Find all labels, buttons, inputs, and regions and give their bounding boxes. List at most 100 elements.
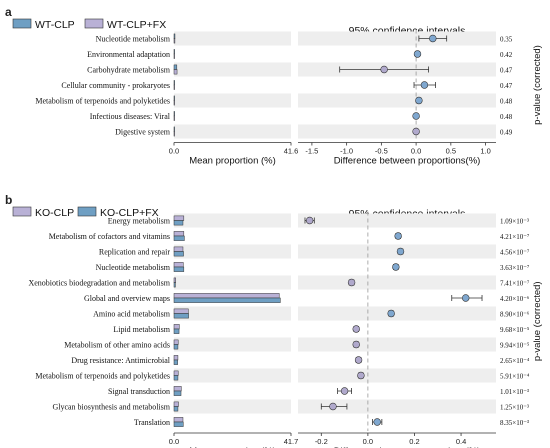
panel-a-bar-wt [173, 95, 175, 101]
panel-a-bar-fx [173, 84, 175, 90]
panel-b-category-label: Energy metabolism [108, 217, 171, 226]
panel-a-bar-fx [173, 131, 175, 137]
panel-a-legend-swatch-1 [84, 18, 104, 29]
panel-b-bar-kofx [173, 235, 185, 241]
panel-b-category-label: Metabolism of other amino acids [64, 341, 170, 350]
panel-a-band-left [174, 62, 291, 77]
panel-b-band-right [298, 213, 496, 228]
panel-a-ci-tick-label: -0.5 [375, 147, 388, 156]
panel-b-band-right [298, 368, 496, 383]
panel-a-bar-tick-label: 41.6 [284, 147, 299, 156]
panel-a-ci-tick-label: -1.0 [340, 147, 353, 156]
panel-b-ci-tick-label: 0.0 [363, 437, 373, 446]
panel-a-pvalue: 0.47 [500, 67, 513, 75]
panel-b-pvalue: 4.56×10⁻⁷ [500, 249, 530, 257]
panel-b-category-label: Replication and repair [99, 248, 170, 257]
panel-a-bar-wt [173, 126, 175, 132]
panel-b-bar-ko [173, 386, 182, 392]
panel-a-ci-point [429, 34, 437, 43]
panel-b-ci-point [357, 371, 365, 380]
panel-a-band-right [298, 124, 496, 139]
panel-b-legend: KO-CLP KO-CLP+FX [12, 206, 159, 219]
panel-b-category-label: Metabolism of terpenoids and polyketides [35, 372, 170, 381]
panel-a-category-label: Cellular community - prokaryotes [61, 81, 170, 90]
panel-a-bar-fx [173, 38, 176, 44]
panel-a-ci-point [413, 50, 422, 58]
panel-b-bar-tick-label: 41.7 [284, 437, 299, 446]
panel-a-band-left [174, 31, 291, 46]
panel-b-pvalue: 2.65×10⁻⁴ [500, 357, 530, 365]
panel-b-ci-tick-label: 0.2 [409, 437, 419, 446]
panel-b-ci-tick-label: -0.2 [315, 437, 328, 446]
panel-a-pvalue: 0.35 [500, 36, 513, 44]
panel-a-band-right [298, 93, 496, 108]
panel-b-legend-swatch-0 [12, 206, 32, 217]
panel-a-pvalue: 0.48 [500, 98, 513, 106]
panel-b-band-right [298, 399, 496, 414]
panel-b-bar-kofx [173, 406, 179, 412]
panel-a-bar-wt [173, 111, 175, 117]
panel-b-ci-point [329, 402, 337, 411]
panel-a-bar-wt [173, 49, 175, 55]
panel-a-category-label: Infectious diseases: Viral [90, 112, 171, 121]
panel-b-bar-ko [173, 355, 179, 361]
panel-b-ci-point [352, 325, 360, 333]
panel-b-pvalue: 8.35×10⁻³ [500, 419, 529, 427]
panel-a-ci-tick-label: 0.0 [411, 147, 421, 156]
panel-b-bar-ko [173, 339, 179, 345]
panel-b-band-left [174, 399, 291, 414]
panel-b-bar-ko [173, 308, 189, 314]
panel-b-pvalue: 7.41×10⁻⁷ [500, 280, 530, 288]
panel-b-ci-point [387, 309, 395, 318]
panel-b-band-left [174, 275, 291, 290]
panel-a-legend-swatch-0 [12, 18, 32, 29]
panel-b-band-left [174, 244, 291, 259]
panel-a-pvalue: 0.42 [500, 51, 513, 59]
panel-a-ci-tick-label: -1.5 [305, 147, 318, 156]
panel-a-bar-wt [173, 64, 178, 70]
panel-b-ci-point [340, 387, 349, 395]
panel-a-category-label: Nucleotide metabolism [96, 35, 171, 44]
panel-a-category-label: Environmental adaptation [87, 50, 170, 59]
panel-b-ci-point [392, 263, 400, 271]
panel-b-band-right [298, 275, 496, 290]
panel-b-bar-ko [173, 277, 176, 283]
panel-b-pvalue: 9.68×10⁻⁵ [500, 326, 530, 334]
panel-a-ci-point [412, 112, 420, 120]
panel-a-band-right [298, 31, 496, 46]
panel-a-pvalue-axis-label: p-value (corrected) [532, 45, 543, 125]
panel-a-pvalue: 0.49 [500, 129, 513, 137]
panel-a-legend-label-1: WT-CLP+FX [107, 19, 166, 31]
panel-b-ci-point [354, 356, 363, 364]
panel-b-bar-ko [173, 215, 185, 221]
panel-a-legend-label-0: WT-CLP [35, 19, 75, 31]
panel-b-pvalue: 5.91×10⁻⁴ [500, 373, 530, 381]
panel-b-category-label: Translation [134, 418, 170, 427]
panel-b-category-label: Glycan biosynthesis and metabolism [52, 403, 170, 412]
panel-a-ci-point [415, 96, 423, 105]
panel-b-bar-kofx [173, 297, 281, 303]
panel-b-pvalue: 3.63×10⁻⁷ [500, 264, 530, 272]
panel-b-band-left [174, 213, 291, 228]
panel-b-ci-point [394, 232, 402, 240]
panel-b-band-right [298, 306, 496, 321]
panel-letter-a: a [5, 5, 12, 19]
panel-b-bar-xlabel: Mean proportion (%) [189, 446, 276, 448]
panel-b-category-label: Global and overview maps [84, 294, 170, 303]
panel-b-bar-tick-label: 0.0 [169, 437, 179, 446]
panel-b-ci-xlabel: Difference between proportions(%) [334, 446, 481, 448]
panel-a-band-left [174, 93, 291, 108]
panel-b-legend-label-0: KO-CLP [35, 207, 74, 219]
panel-b-bar-kofx [173, 390, 182, 396]
panel-b-bar-ko [173, 231, 185, 237]
panel-b-pvalue-axis-label: p-value (corrected) [532, 281, 543, 361]
panel-b-band-right [298, 337, 496, 352]
panel-a-category-label: Metabolism of terpenoids and polyketides [35, 97, 170, 106]
panel-b-bar-ko [173, 370, 179, 376]
panel-b-category-label: Drug resistance: Antimicrobial [71, 356, 170, 365]
panel-b-ci-point [373, 418, 381, 426]
panel-b-pvalue: 9.94×10⁻⁵ [500, 342, 530, 350]
panel-a-pvalue: 0.47 [500, 82, 513, 90]
panel-b-bar-kofx [173, 266, 185, 272]
